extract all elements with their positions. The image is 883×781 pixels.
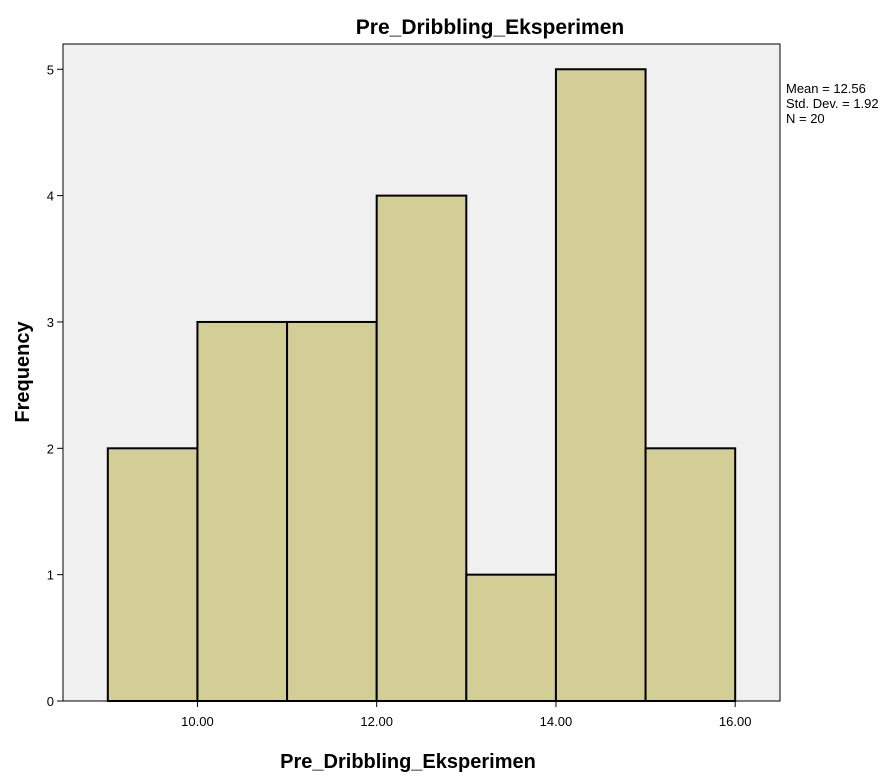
stats-line: Std. Dev. = 1.92: [786, 96, 879, 111]
histogram-bar-4: [375, 194, 468, 702]
y-tick-label: 1: [47, 568, 54, 583]
histogram-bar-3: [286, 320, 378, 702]
y-tick-label: 2: [47, 441, 54, 456]
histogram-bar-7: [644, 447, 737, 702]
x-axis-label: Pre_Dribbling_Eksperimen: [280, 751, 536, 773]
y-axis-label: Frequency: [12, 321, 34, 423]
x-axis: 10.00 12.00 14.00 16.00: [181, 701, 751, 729]
y-axis: 0 1 2 3 4 5: [47, 62, 63, 709]
y-tick-label: 4: [47, 189, 54, 204]
bars-group: [106, 68, 737, 703]
chart-title: Pre_Dribbling_Eksperimen: [356, 16, 624, 39]
x-tick-label: 10.00: [181, 714, 214, 729]
y-tick-label: 0: [47, 694, 54, 709]
x-tick-label: 14.00: [540, 714, 573, 729]
histogram-bar-5: [465, 573, 557, 703]
histogram-bar-2: [196, 320, 289, 702]
x-tick-label: 12.00: [360, 714, 393, 729]
histogram-bar-6: [554, 68, 647, 703]
y-tick-label: 5: [47, 62, 54, 77]
stats-line: N = 20: [786, 111, 825, 126]
y-tick-label: 3: [47, 315, 54, 330]
histogram-bar-1: [106, 447, 199, 702]
stats-line: Mean = 12.56: [786, 81, 866, 96]
x-tick-label: 16.00: [719, 714, 752, 729]
